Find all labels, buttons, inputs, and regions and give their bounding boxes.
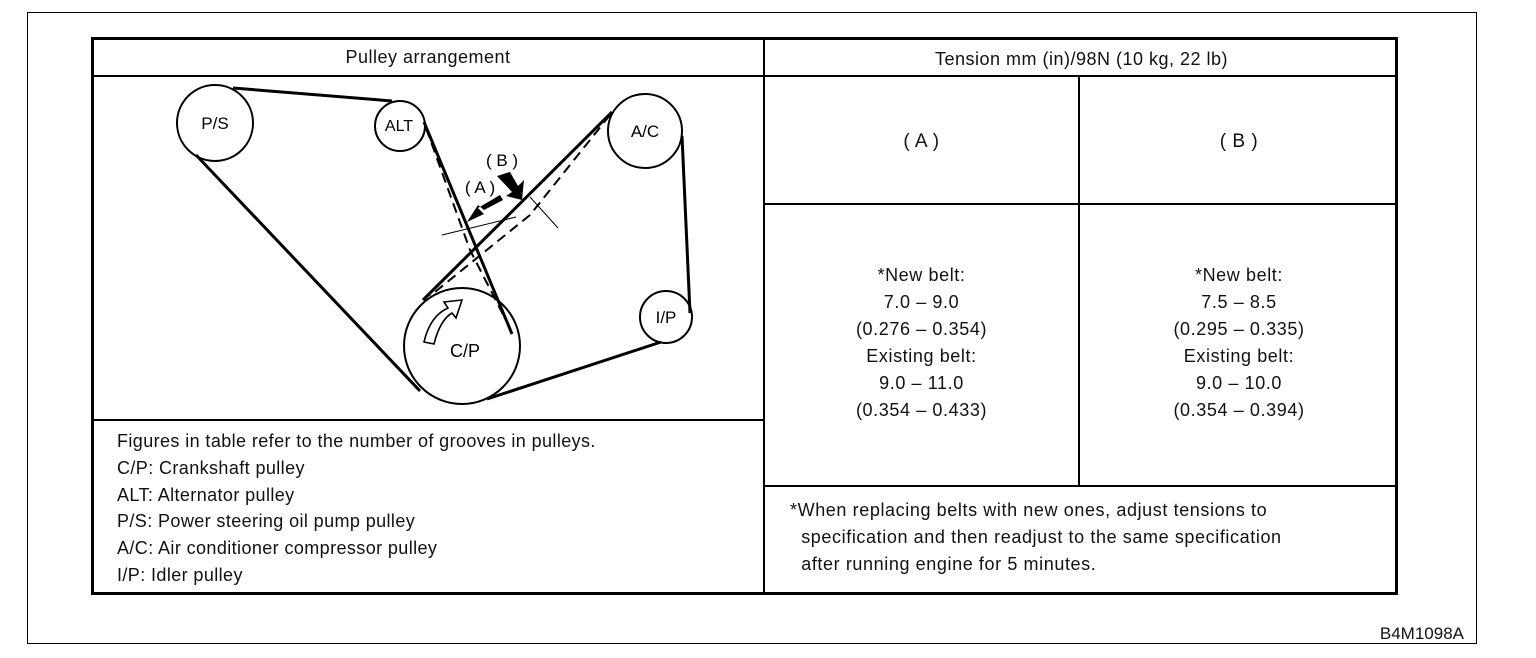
footnote-line-3: after running engine for 5 minutes. [790, 554, 1097, 574]
pulley-label-alt: ALT [385, 118, 413, 135]
pulley-label-ac: A/C [631, 122, 659, 141]
footnote-line-1: *When replacing belts with new ones, adj… [790, 500, 1268, 520]
belt-alt-deflected [425, 127, 513, 333]
column-b-header: ( B ) [1219, 131, 1259, 152]
left-legend-divider [91, 419, 765, 421]
belt-ac-cp [421, 110, 614, 302]
legend-item-cp: C/P: Crankshaft pulley [117, 457, 305, 478]
ab-header-divider [765, 203, 1398, 205]
tension-header: Tension mm (in)/98N (10 kg, 22 lb) [934, 49, 1229, 69]
value-b-new-mm: 7.5 – 8.5 [1201, 292, 1277, 312]
measure-line-a [441, 216, 517, 236]
belt-ps-alt [232, 86, 393, 103]
legend-item-ac: A/C: Air conditioner compressor pulley [117, 538, 438, 559]
measure-line-b [529, 196, 559, 229]
belt-ps-cp [194, 153, 422, 393]
belt-ip-cp [486, 340, 662, 401]
force-arrow-a-icon [467, 195, 503, 222]
figure-frame [27, 12, 1477, 644]
pulley-label-cp: C/P [450, 341, 480, 361]
belt-alt-cp [422, 121, 514, 335]
pulley-ps [176, 84, 254, 162]
pulley-arrangement-header: Pulley arrangement [345, 47, 511, 67]
footnote-line-2: specification and then readjust to the s… [790, 527, 1282, 547]
figure-code: B4M1098A [1379, 624, 1464, 643]
pulley-cp [403, 287, 521, 405]
pulley-label-ip: I/P [656, 308, 677, 327]
value-b-new-label: *New belt: [1194, 265, 1284, 285]
value-a-existing-mm: 9.0 – 11.0 [879, 373, 964, 393]
value-a-new-mm: 7.0 – 9.0 [883, 292, 960, 312]
value-a-new-label: *New belt: [877, 265, 966, 285]
value-a-existing-label: Existing belt: [866, 346, 977, 366]
belt-ac-ip [680, 135, 692, 314]
belt-tension-table [91, 37, 1398, 595]
value-b-existing-in: (0.354 – 0.394) [1173, 400, 1305, 420]
pulley-label-ps: P/S [201, 114, 228, 133]
header-divider [91, 75, 1398, 77]
value-b-existing-label: Existing belt: [1183, 346, 1295, 366]
belt-ac-deflected [429, 114, 611, 297]
tension-values-b: *New belt: 7.5 – 8.5 (0.295 – 0.335) Exi… [1080, 262, 1398, 424]
footnote-divider [765, 485, 1398, 487]
column-a-header: ( A ) [903, 131, 940, 152]
legend-note: Figures in table refer to the number of … [117, 431, 596, 451]
marker-label-a: ( A ) [465, 178, 495, 197]
legend-item-alt: ALT: Alternator pulley [117, 484, 295, 505]
legend-item-ps: P/S: Power steering oil pump pulley [117, 511, 416, 532]
replacement-footnote: *When replacing belts with new ones, adj… [790, 497, 1282, 578]
pulley-ip [639, 290, 693, 344]
pulley-legend: Figures in table refer to the number of … [117, 428, 596, 589]
force-arrow-b-icon [497, 172, 524, 200]
column-divider-main [763, 37, 765, 595]
column-divider-ab [1078, 77, 1080, 486]
tension-values-a: *New belt: 7.0 – 9.0 (0.276 – 0.354) Exi… [765, 262, 1078, 424]
legend-item-ip: I/P: Idler pulley [117, 564, 243, 585]
pulley-ac [607, 93, 683, 169]
value-a-new-in: (0.276 – 0.354) [855, 319, 988, 339]
marker-label-b: ( B ) [486, 151, 518, 170]
value-b-new-in: (0.295 – 0.335) [1173, 319, 1305, 339]
value-a-existing-in: (0.354 – 0.433) [855, 400, 988, 420]
rotation-arrow-icon [423, 299, 464, 345]
value-b-existing-mm: 9.0 – 10.0 [1195, 373, 1283, 393]
